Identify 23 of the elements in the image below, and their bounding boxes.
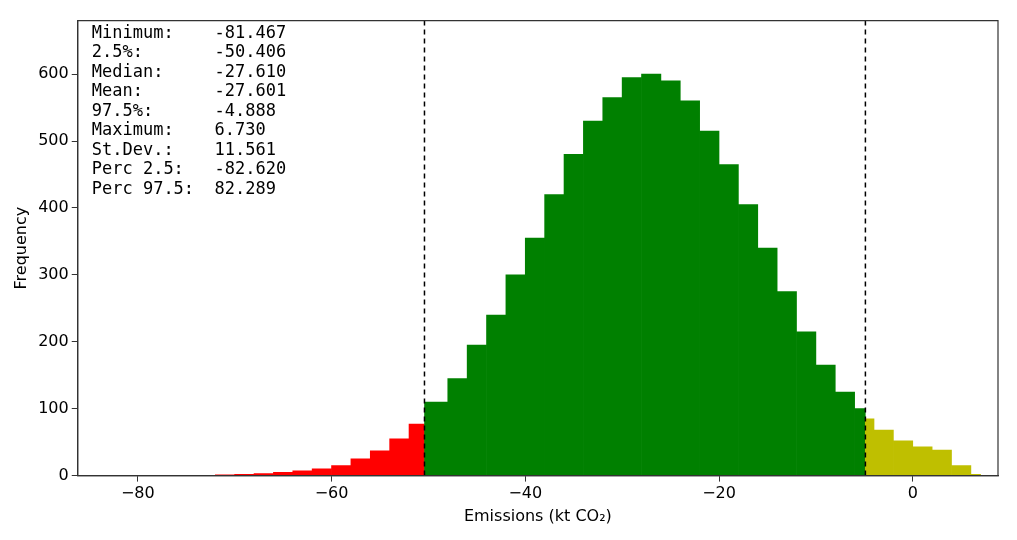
annotation: Maximum: 6.730 bbox=[91, 119, 266, 140]
annotation: Median: -27.610 bbox=[91, 60, 287, 81]
y-tick-label: 600 bbox=[38, 63, 69, 83]
x-tick-label: 0 bbox=[907, 483, 918, 503]
annotation: Perc 97.5: 82.289 bbox=[91, 177, 276, 198]
x-axis-title: Emissions (kt CO₂) bbox=[463, 505, 612, 525]
annotation: St.Dev.: 11.561 bbox=[91, 138, 276, 159]
annotation: Mean: -27.601 bbox=[91, 80, 287, 101]
x-tick-label: −40 bbox=[508, 483, 543, 503]
y-tick-label: 300 bbox=[38, 264, 69, 284]
y-tick-label: 200 bbox=[38, 330, 69, 350]
y-tick-label: 100 bbox=[38, 397, 69, 417]
annotation: 97.5%: -4.888 bbox=[91, 99, 276, 120]
y-tick-label: 0 bbox=[58, 464, 69, 484]
y-tick-label: 500 bbox=[38, 130, 69, 150]
annotation: 2.5%: -50.406 bbox=[91, 41, 287, 62]
annotation: Minimum: -81.467 bbox=[91, 21, 287, 42]
x-tick-label: −20 bbox=[702, 483, 736, 503]
y-tick-label: 400 bbox=[38, 197, 69, 217]
annotation: Perc 2.5: -82.620 bbox=[91, 158, 287, 179]
x-tick-label: −60 bbox=[314, 483, 349, 503]
y-axis-title: Frequency bbox=[10, 206, 30, 290]
x-tick-label: −80 bbox=[120, 483, 155, 503]
